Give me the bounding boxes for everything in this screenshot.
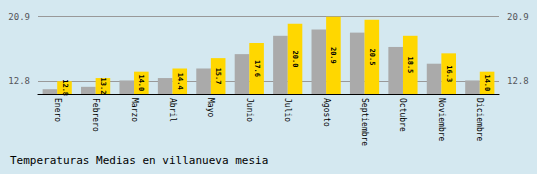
svg-text:Temperaturas Medias en villanu: Temperaturas Medias en villanueva mesia	[10, 154, 268, 167]
svg-text:Febrero: Febrero	[91, 98, 100, 132]
svg-text:Enero: Enero	[53, 98, 62, 122]
svg-text:14.0: 14.0	[137, 74, 145, 91]
svg-text:Diciembre: Diciembre	[475, 98, 484, 142]
svg-text:17.6: 17.6	[253, 60, 261, 77]
svg-text:14.4: 14.4	[176, 73, 184, 90]
svg-text:Junio: Junio	[245, 98, 254, 122]
svg-text:20.0: 20.0	[291, 50, 299, 67]
svg-text:18.5: 18.5	[406, 56, 414, 73]
svg-text:Octubre: Octubre	[398, 98, 407, 132]
svg-text:20.9: 20.9	[329, 47, 337, 64]
svg-text:12.8: 12.8	[507, 76, 529, 86]
svg-text:14.0: 14.0	[483, 74, 491, 91]
svg-text:Julio: Julio	[283, 98, 292, 122]
svg-text:20.9: 20.9	[8, 12, 30, 22]
svg-text:12.8: 12.8	[8, 76, 30, 86]
svg-text:20.9: 20.9	[507, 12, 529, 22]
svg-text:13.2: 13.2	[99, 78, 107, 95]
svg-text:Abril: Abril	[168, 98, 177, 122]
svg-text:Noviembre: Noviembre	[437, 98, 446, 142]
svg-text:12.8: 12.8	[61, 79, 69, 96]
svg-text:Mayo: Mayo	[206, 98, 215, 117]
svg-text:16.3: 16.3	[445, 65, 453, 82]
svg-text:Septiembre: Septiembre	[360, 98, 369, 146]
svg-text:Agosto: Agosto	[322, 98, 331, 127]
svg-text:15.7: 15.7	[214, 68, 222, 85]
svg-text:Marzo: Marzo	[130, 98, 139, 122]
svg-text:20.5: 20.5	[368, 48, 376, 65]
